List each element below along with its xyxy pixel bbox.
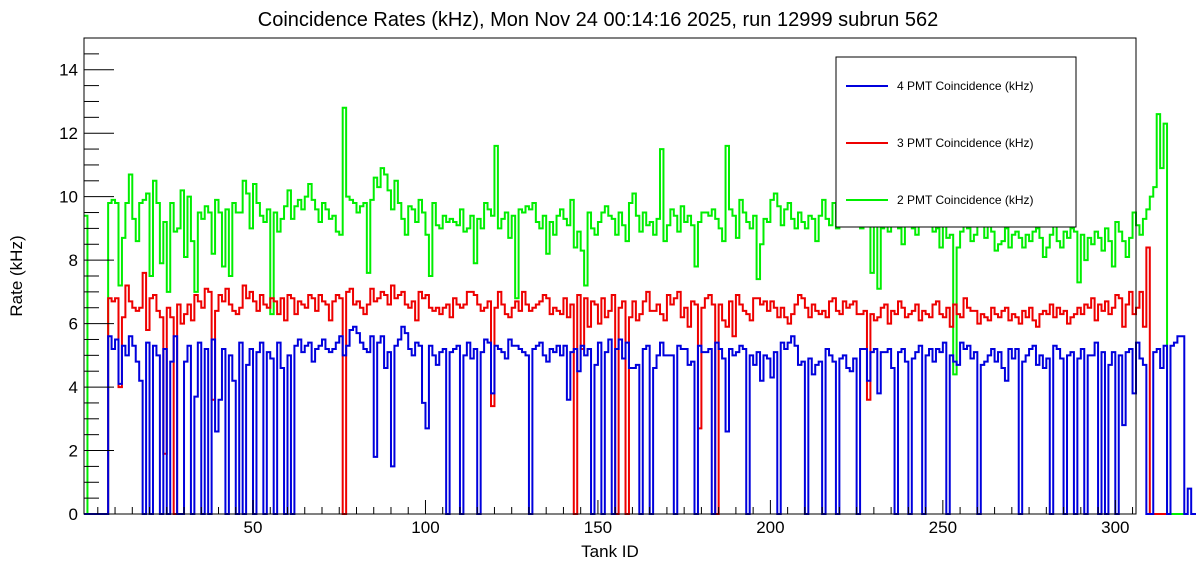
x-tick-label: 200 (756, 518, 784, 537)
x-tick-label: 300 (1101, 518, 1129, 537)
y-tick-label: 6 (69, 315, 78, 334)
series-line-3pmt (84, 246, 1168, 515)
y-tick-label: 0 (69, 505, 78, 524)
x-tick-label: 50 (244, 518, 263, 537)
x-axis: 50 100 150 200 250 300 (97, 500, 1134, 537)
x-tick-label: 150 (584, 518, 612, 537)
x-tick-label: 100 (411, 518, 439, 537)
chart-title: Coincidence Rates (kHz), Mon Nov 24 00:1… (258, 9, 938, 31)
y-tick-label: 12 (59, 124, 78, 143)
x-axis-title: Tank ID (581, 542, 639, 561)
y-tick-label: 4 (69, 378, 78, 397)
series-line-2pmt (84, 106, 1185, 515)
legend-label: 2 PMT Coincidence (kHz) (897, 193, 1034, 207)
y-axis: 0 2 4 6 8 10 12 14 (59, 37, 114, 524)
y-axis-title: Rate (kHz) (7, 235, 26, 316)
legend: 4 PMT Coincidence (kHz) 3 PMT Coincidence… (835, 56, 1077, 228)
series-line-4pmt (84, 325, 1196, 515)
x-tick-label: 250 (929, 518, 957, 537)
y-tick-label: 8 (69, 251, 78, 270)
legend-label: 4 PMT Coincidence (kHz) (897, 79, 1034, 93)
y-tick-label: 2 (69, 442, 78, 461)
y-tick-label: 14 (59, 61, 78, 80)
y-tick-label: 10 (59, 188, 78, 207)
series-layer (84, 106, 1196, 515)
legend-label: 3 PMT Coincidence (kHz) (897, 136, 1034, 150)
